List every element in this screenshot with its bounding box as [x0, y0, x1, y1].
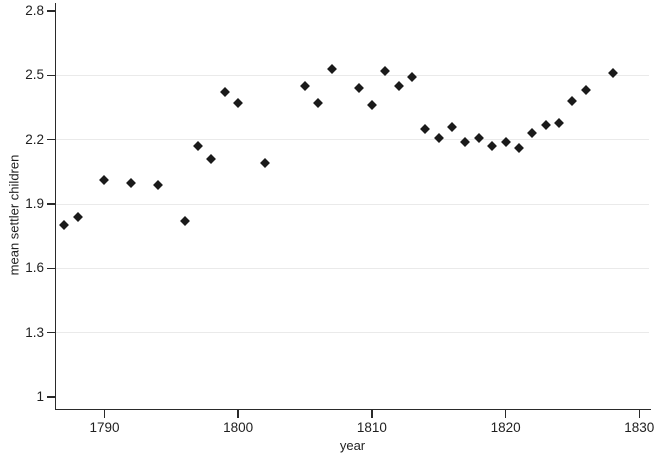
data-point-marker [607, 68, 618, 79]
x-tick-label: 1830 [624, 420, 654, 435]
data-point-marker [59, 220, 70, 231]
data-point-marker [527, 128, 538, 139]
data-point-marker [99, 175, 110, 186]
data-point-marker [179, 216, 190, 227]
y-axis-tick [47, 331, 55, 334]
data-point-marker [473, 132, 484, 143]
y-axis-line [54, 3, 56, 409]
y-tick-label: 1.6 [25, 260, 44, 276]
data-point-marker [233, 98, 244, 109]
x-axis-title: year [339, 438, 366, 453]
data-point-marker [487, 141, 498, 152]
x-tick-label: 1800 [223, 420, 254, 435]
x-tick-label: 1810 [356, 420, 387, 435]
y-axis-tick [47, 138, 55, 141]
y-tick-label: 2.2 [25, 131, 44, 147]
data-point-marker [366, 100, 377, 111]
x-axis-tick [237, 410, 239, 418]
data-point-marker [206, 154, 217, 164]
y-axis-tick [47, 74, 55, 77]
x-tick-label: 1790 [89, 420, 120, 435]
y-tick-label: 1.9 [25, 196, 44, 211]
horizontal-gridline [56, 74, 649, 76]
x-axis-line [54, 408, 651, 410]
data-point-marker [540, 119, 551, 130]
y-tick-label: 1 [36, 389, 44, 404]
y-axis-tick [47, 10, 55, 12]
x-axis-tick [638, 410, 641, 418]
y-tick-label: 2.8 [25, 3, 44, 18]
y-tick-label: 2.5 [25, 67, 44, 83]
y-axis-title: mean settler children [6, 154, 22, 276]
data-point-marker [353, 83, 364, 94]
data-point-marker [313, 98, 324, 109]
data-point-marker [420, 123, 431, 134]
data-point-marker [554, 117, 565, 128]
data-point-marker [567, 96, 578, 107]
data-point-marker [126, 177, 137, 188]
y-axis-tick [47, 267, 55, 270]
x-axis-tick [103, 410, 106, 418]
data-point-marker [433, 132, 444, 143]
data-point-marker [153, 179, 163, 190]
x-axis-tick [504, 410, 507, 418]
horizontal-gridline [56, 267, 649, 269]
horizontal-gridline [56, 203, 649, 205]
data-point-marker [393, 81, 404, 91]
y-axis-tick [47, 396, 55, 398]
data-point-marker [300, 81, 310, 91]
data-point-marker [259, 158, 270, 169]
horizontal-gridline [56, 139, 649, 141]
data-point-marker [326, 63, 337, 74]
y-tick-label: 1.3 [25, 324, 44, 340]
horizontal-gridline [56, 332, 649, 334]
x-tick-label: 1820 [490, 420, 521, 435]
data-point-marker [514, 143, 524, 154]
data-point-marker [193, 141, 204, 152]
data-point-marker [580, 85, 591, 96]
data-point-marker [72, 211, 83, 222]
x-axis-tick [371, 410, 373, 418]
y-axis-tick [47, 203, 55, 205]
data-point-marker [447, 121, 458, 132]
data-point-marker [219, 87, 230, 98]
